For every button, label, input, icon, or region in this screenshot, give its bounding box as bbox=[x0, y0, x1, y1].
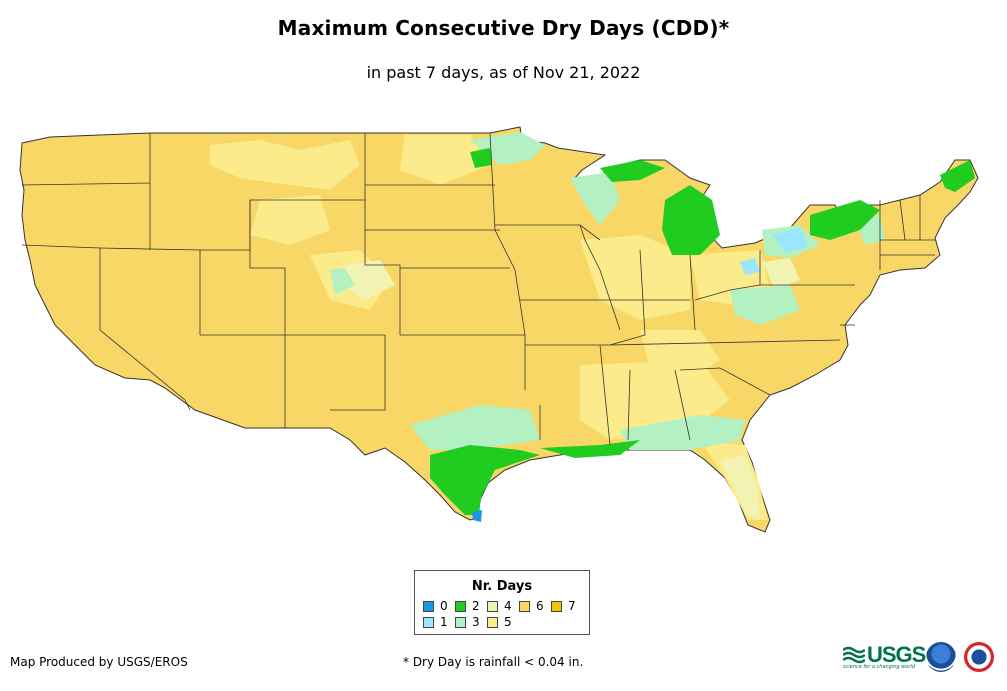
legend-label: 6 bbox=[536, 599, 544, 613]
map-title: Maximum Consecutive Dry Days (CDD)* bbox=[277, 16, 730, 40]
usgs-tagline: science for a changing world bbox=[843, 664, 915, 670]
legend-item-7: 7 bbox=[551, 599, 576, 613]
legend-swatch bbox=[423, 600, 434, 612]
map-subtitle: in past 7 days, as of Nov 21, 2022 bbox=[366, 63, 641, 82]
legend-item-1: 1 bbox=[423, 615, 448, 629]
legend-label: 3 bbox=[472, 615, 480, 629]
value-3-regions bbox=[330, 132, 885, 450]
value-2-regions bbox=[430, 148, 975, 515]
usgs-wave-icon bbox=[843, 646, 865, 664]
value-0-region bbox=[472, 510, 482, 522]
legend-item-3: 3 bbox=[455, 615, 480, 629]
legend-label: 2 bbox=[472, 599, 480, 613]
legend-item-0: 0 bbox=[423, 599, 448, 613]
legend-item-6: 6 bbox=[519, 599, 544, 613]
legend-label: 1 bbox=[440, 615, 448, 629]
usgs-logo: USGS science for a changing world bbox=[843, 642, 926, 670]
legend-label: 4 bbox=[504, 599, 512, 613]
noaa-logo bbox=[926, 642, 956, 672]
legend: Nr. Days 0 1 2 3 4 5 6 7 bbox=[414, 570, 590, 635]
legend-title: Nr. Days bbox=[471, 579, 533, 594]
legend-item-2: 2 bbox=[455, 599, 480, 613]
legend-swatch bbox=[487, 600, 498, 612]
legend-label: 5 bbox=[504, 615, 512, 629]
legend-label: 0 bbox=[440, 599, 448, 613]
legend-swatch bbox=[455, 616, 466, 628]
state-borders bbox=[21, 132, 935, 446]
value-4-regions bbox=[340, 258, 800, 520]
nws-logo bbox=[964, 642, 994, 672]
legend-item-4: 4 bbox=[487, 599, 512, 613]
legend-swatch bbox=[519, 600, 530, 612]
conus-land bbox=[19, 126, 979, 533]
legend-swatch bbox=[423, 616, 434, 628]
legend-swatch bbox=[455, 600, 466, 612]
map-credit: Map Produced by USGS/EROS bbox=[10, 655, 188, 669]
legend-swatch bbox=[487, 616, 498, 628]
value-1-regions bbox=[740, 228, 808, 275]
dry-day-footnote: * Dry Day is rainfall < 0.04 in. bbox=[403, 655, 584, 669]
legend-swatch bbox=[551, 600, 562, 612]
legend-label: 7 bbox=[568, 599, 576, 613]
usgs-logo-text: USGS bbox=[867, 642, 926, 667]
legend-item-5: 5 bbox=[487, 615, 512, 629]
